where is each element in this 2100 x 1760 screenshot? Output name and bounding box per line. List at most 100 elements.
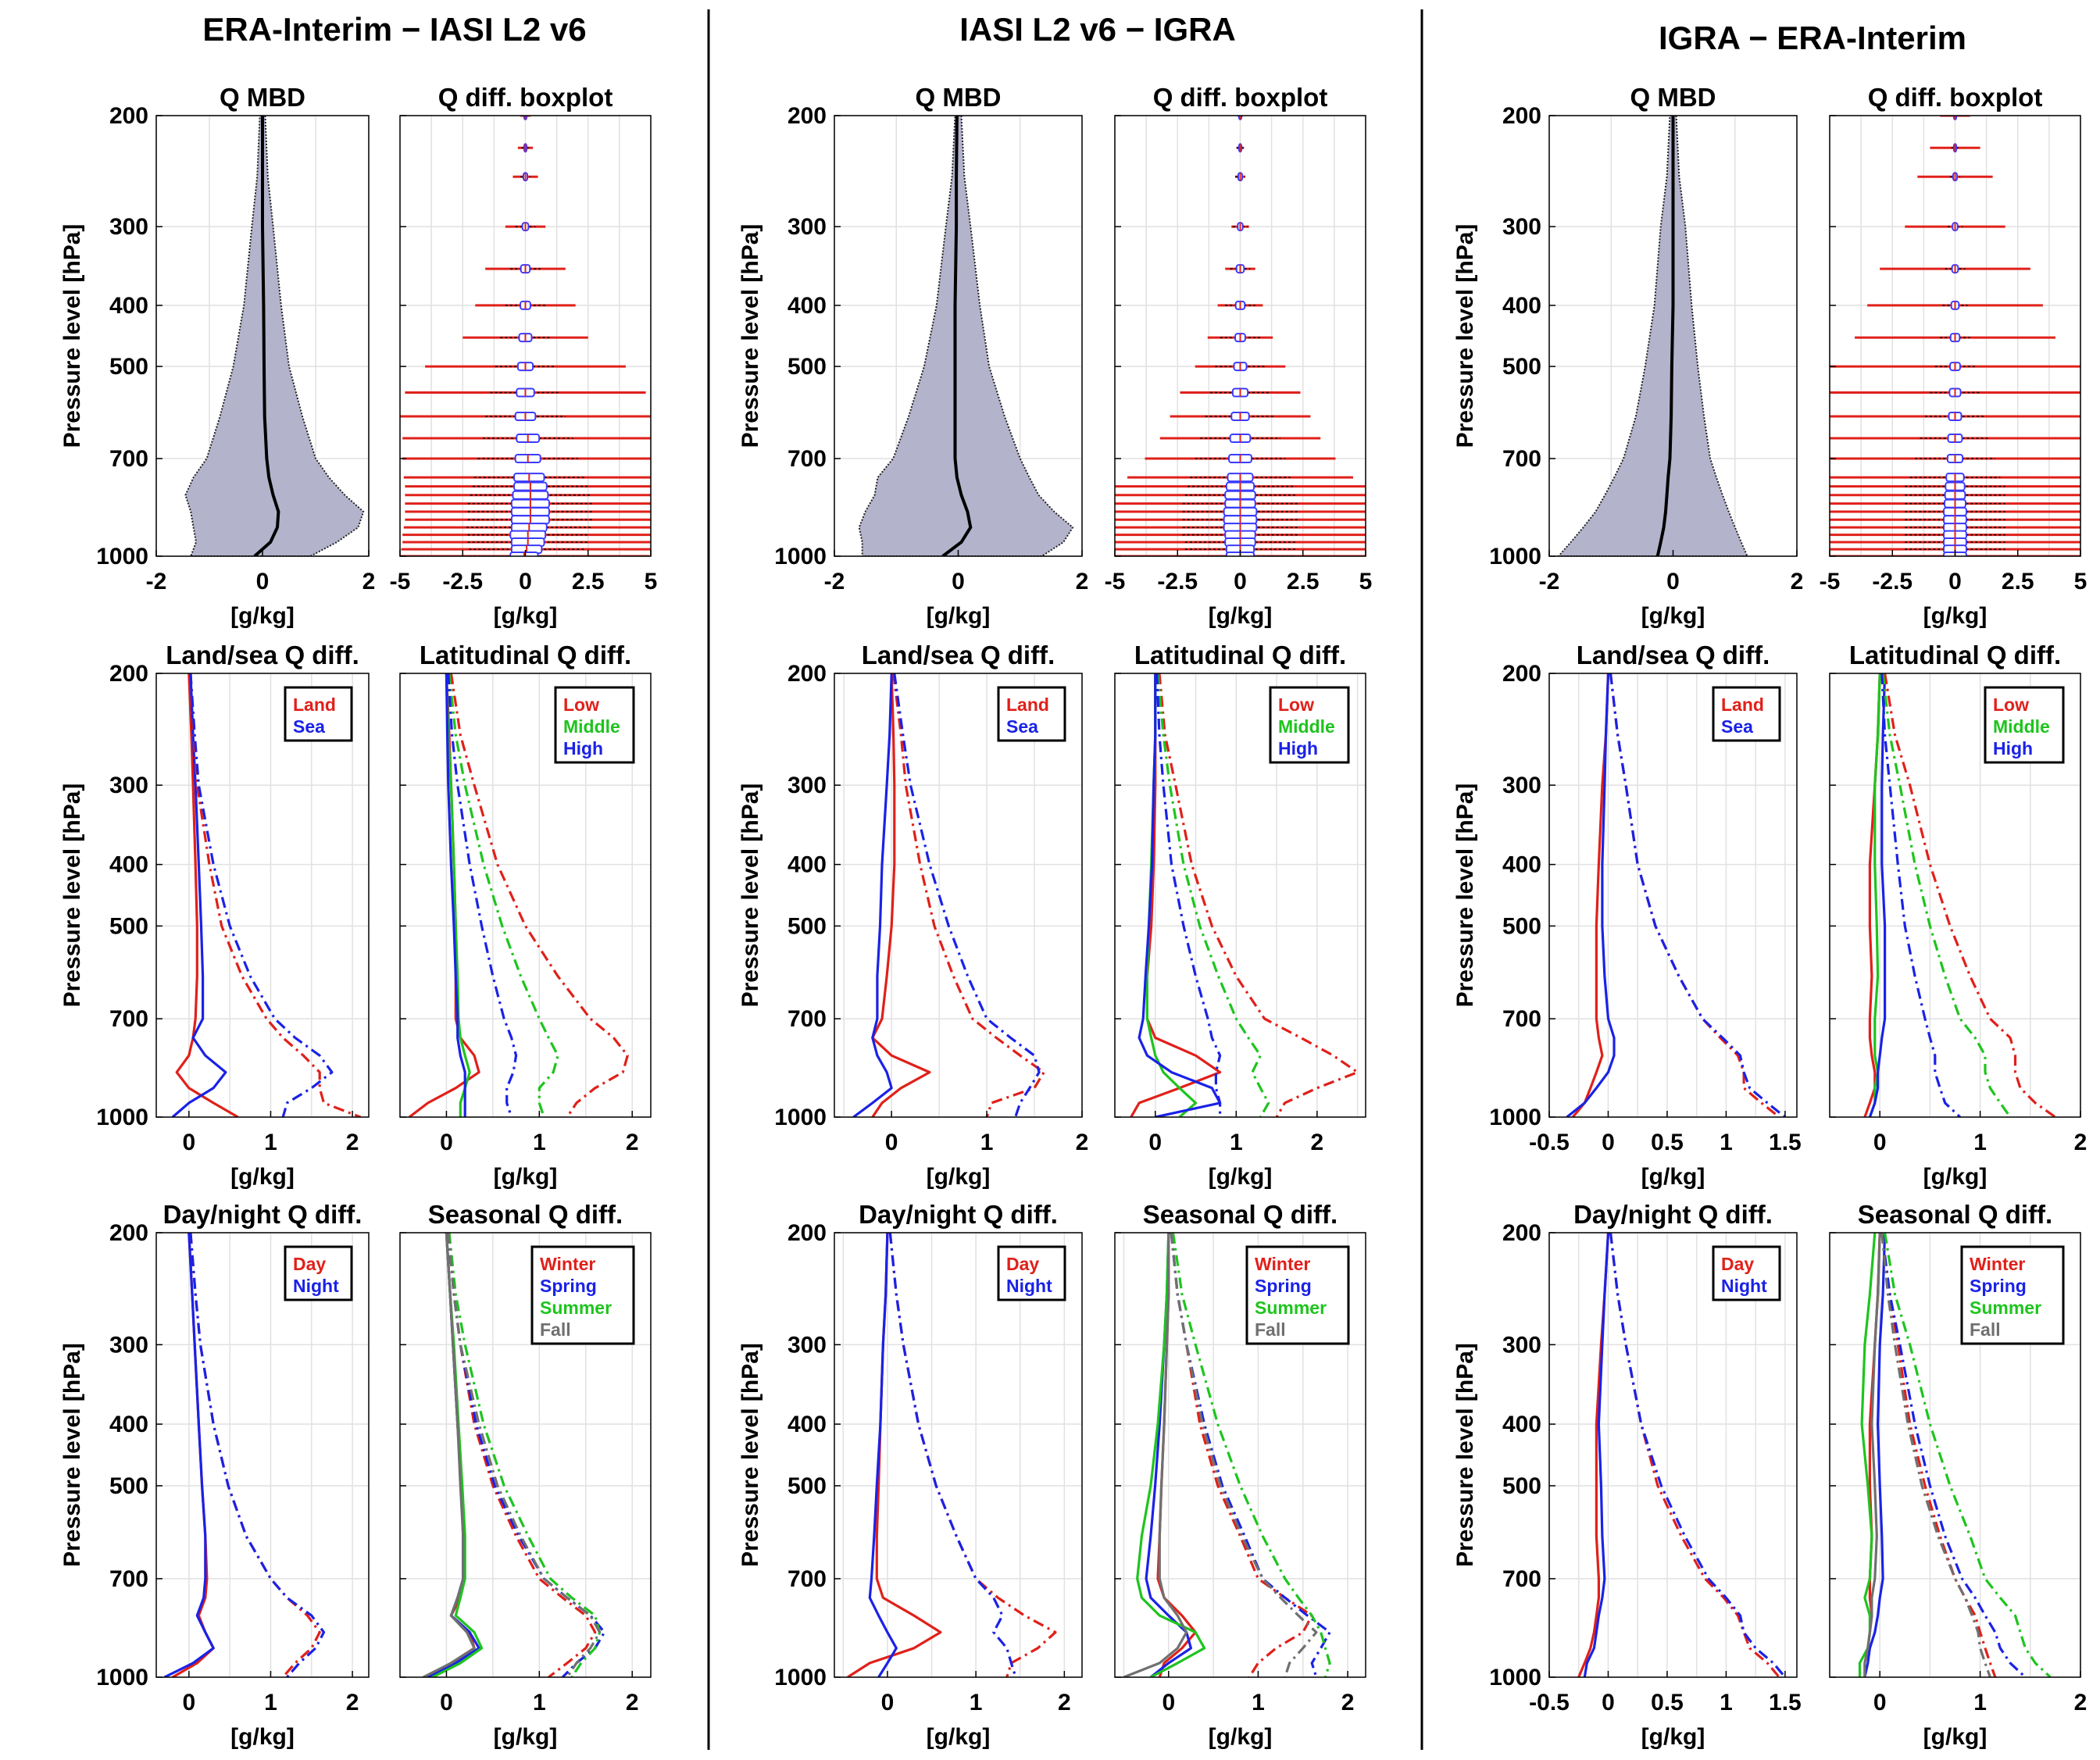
column-title-1: ERA-Interim − IASI L2 v6 bbox=[202, 11, 586, 48]
box-level bbox=[1127, 473, 1353, 483]
x-axis-label: [g/kg] bbox=[1923, 603, 1988, 629]
series-fall-spread bbox=[447, 1233, 602, 1677]
box-level bbox=[1231, 222, 1249, 232]
x-tick-label: 0 bbox=[885, 1130, 898, 1155]
x-axis-label: [g/kg] bbox=[927, 1724, 991, 1750]
x-axis-label: [g/kg] bbox=[494, 1724, 558, 1750]
series-day-spread bbox=[888, 1233, 1057, 1677]
x-tick-label: 2 bbox=[626, 1130, 639, 1155]
legend-box bbox=[997, 1245, 1066, 1301]
y-tick-label: 500 bbox=[788, 354, 827, 380]
x-tick-label: 0 bbox=[1873, 1690, 1887, 1715]
x-tick-label: 1 bbox=[1973, 1130, 1987, 1155]
series-winter-spread bbox=[1880, 1233, 1997, 1677]
y-tick-label: 200 bbox=[788, 103, 827, 129]
x-axis-label: [g/kg] bbox=[1923, 1724, 1988, 1750]
plot-area bbox=[171, 673, 362, 1117]
y-tick-label: 1000 bbox=[1489, 1105, 1541, 1130]
legend-label-spring: Spring bbox=[1255, 1276, 1312, 1296]
series-high-bias bbox=[1138, 673, 1222, 1117]
box-level bbox=[1145, 454, 1336, 464]
panel-title: Q MBD bbox=[1630, 83, 1716, 112]
box-level bbox=[1867, 300, 2043, 310]
x-tick-label: 5 bbox=[2074, 569, 2088, 594]
x-tick-label: 2 bbox=[1076, 569, 1089, 594]
y-tick-label: 700 bbox=[109, 1566, 148, 1592]
legend-box bbox=[1245, 1245, 1350, 1345]
x-tick-label: -2 bbox=[824, 569, 845, 594]
box-level bbox=[1115, 537, 1366, 548]
x-tick-label: 2 bbox=[2074, 1690, 2088, 1715]
panel-title: Q diff. boxplot bbox=[1868, 83, 2043, 112]
series-summer-spread bbox=[1884, 1233, 2052, 1677]
box-level bbox=[403, 523, 651, 533]
panel-title: Latitudinal Q diff. bbox=[1849, 641, 2061, 669]
x-tick-label: 1 bbox=[1720, 1130, 1733, 1155]
panel-title: Land/sea Q diff. bbox=[1577, 641, 1770, 669]
y-tick-label: 1000 bbox=[96, 544, 148, 569]
y-tick-label: 200 bbox=[109, 1220, 148, 1246]
x-tick-label: 0 bbox=[440, 1130, 453, 1155]
axes-frame bbox=[399, 673, 652, 1118]
box-level bbox=[517, 143, 534, 153]
x-tick-label: 1 bbox=[980, 1130, 994, 1155]
legend-label-high: High bbox=[563, 738, 603, 759]
series-middle-spread bbox=[1881, 673, 2012, 1117]
x-tick-label: 2 bbox=[1076, 1130, 1089, 1155]
x-tick-label: 0 bbox=[1602, 1130, 1615, 1155]
y-tick-label: 400 bbox=[1502, 293, 1541, 319]
series-fall-bias bbox=[1123, 1233, 1188, 1677]
axes-frame bbox=[155, 1232, 370, 1678]
box-level bbox=[405, 507, 651, 517]
y-axis-label: Pressure level [hPa] bbox=[1452, 1343, 1478, 1567]
plot-area bbox=[1863, 673, 2056, 1117]
y-tick-label: 700 bbox=[1502, 1566, 1541, 1592]
axes-frame bbox=[1829, 673, 2081, 1118]
box-level bbox=[1855, 333, 2055, 343]
y-tick-label: 400 bbox=[788, 1412, 827, 1437]
x-tick-label: 2 bbox=[2074, 1130, 2088, 1155]
y-tick-label: 1000 bbox=[96, 1105, 148, 1130]
mean-bias-line bbox=[941, 116, 973, 556]
box-level bbox=[405, 515, 651, 525]
x-tick-label: 1 bbox=[1230, 1130, 1243, 1155]
y-tick-label: 700 bbox=[788, 446, 827, 472]
legend-label-low: Low bbox=[1278, 694, 1314, 715]
legend-box bbox=[1712, 686, 1781, 742]
plot-area bbox=[400, 116, 651, 556]
series-sea-bias bbox=[171, 673, 227, 1117]
x-axis-label: [g/kg] bbox=[1641, 603, 1705, 629]
y-tick-label: 700 bbox=[109, 1006, 148, 1032]
y-axis-label: Pressure level [hPa] bbox=[59, 1343, 85, 1567]
x-tick-label: 0 bbox=[1234, 569, 1247, 594]
panel-title: Seasonal Q diff. bbox=[1858, 1200, 2052, 1229]
y-tick-label: 400 bbox=[109, 293, 148, 319]
y-tick-label: 1000 bbox=[1489, 544, 1541, 569]
plot-area bbox=[1557, 116, 1748, 556]
box-level bbox=[520, 116, 530, 120]
box-level bbox=[485, 264, 566, 274]
x-tick-label: 2 bbox=[626, 1690, 639, 1715]
box-level bbox=[1115, 523, 1366, 533]
x-tick-label: 0 bbox=[1148, 1130, 1162, 1155]
series-high-bias bbox=[1868, 673, 1887, 1117]
x-tick-label: -5 bbox=[1105, 569, 1126, 594]
series-summer-bias bbox=[1136, 1233, 1206, 1677]
spread-envelope bbox=[184, 116, 365, 556]
series-fall-bias bbox=[1863, 1233, 1881, 1677]
box-level bbox=[1830, 537, 2080, 548]
x-axis-label: [g/kg] bbox=[1209, 603, 1273, 629]
grid bbox=[156, 673, 369, 1118]
x-tick-label: 2.5 bbox=[572, 569, 605, 594]
panel-title: Land/sea Q diff. bbox=[862, 641, 1055, 669]
y-axis-label: Pressure level [hPa] bbox=[738, 1343, 763, 1567]
legend-label-sea: Sea bbox=[1006, 716, 1038, 737]
x-axis-label: [g/kg] bbox=[1641, 1164, 1705, 1190]
